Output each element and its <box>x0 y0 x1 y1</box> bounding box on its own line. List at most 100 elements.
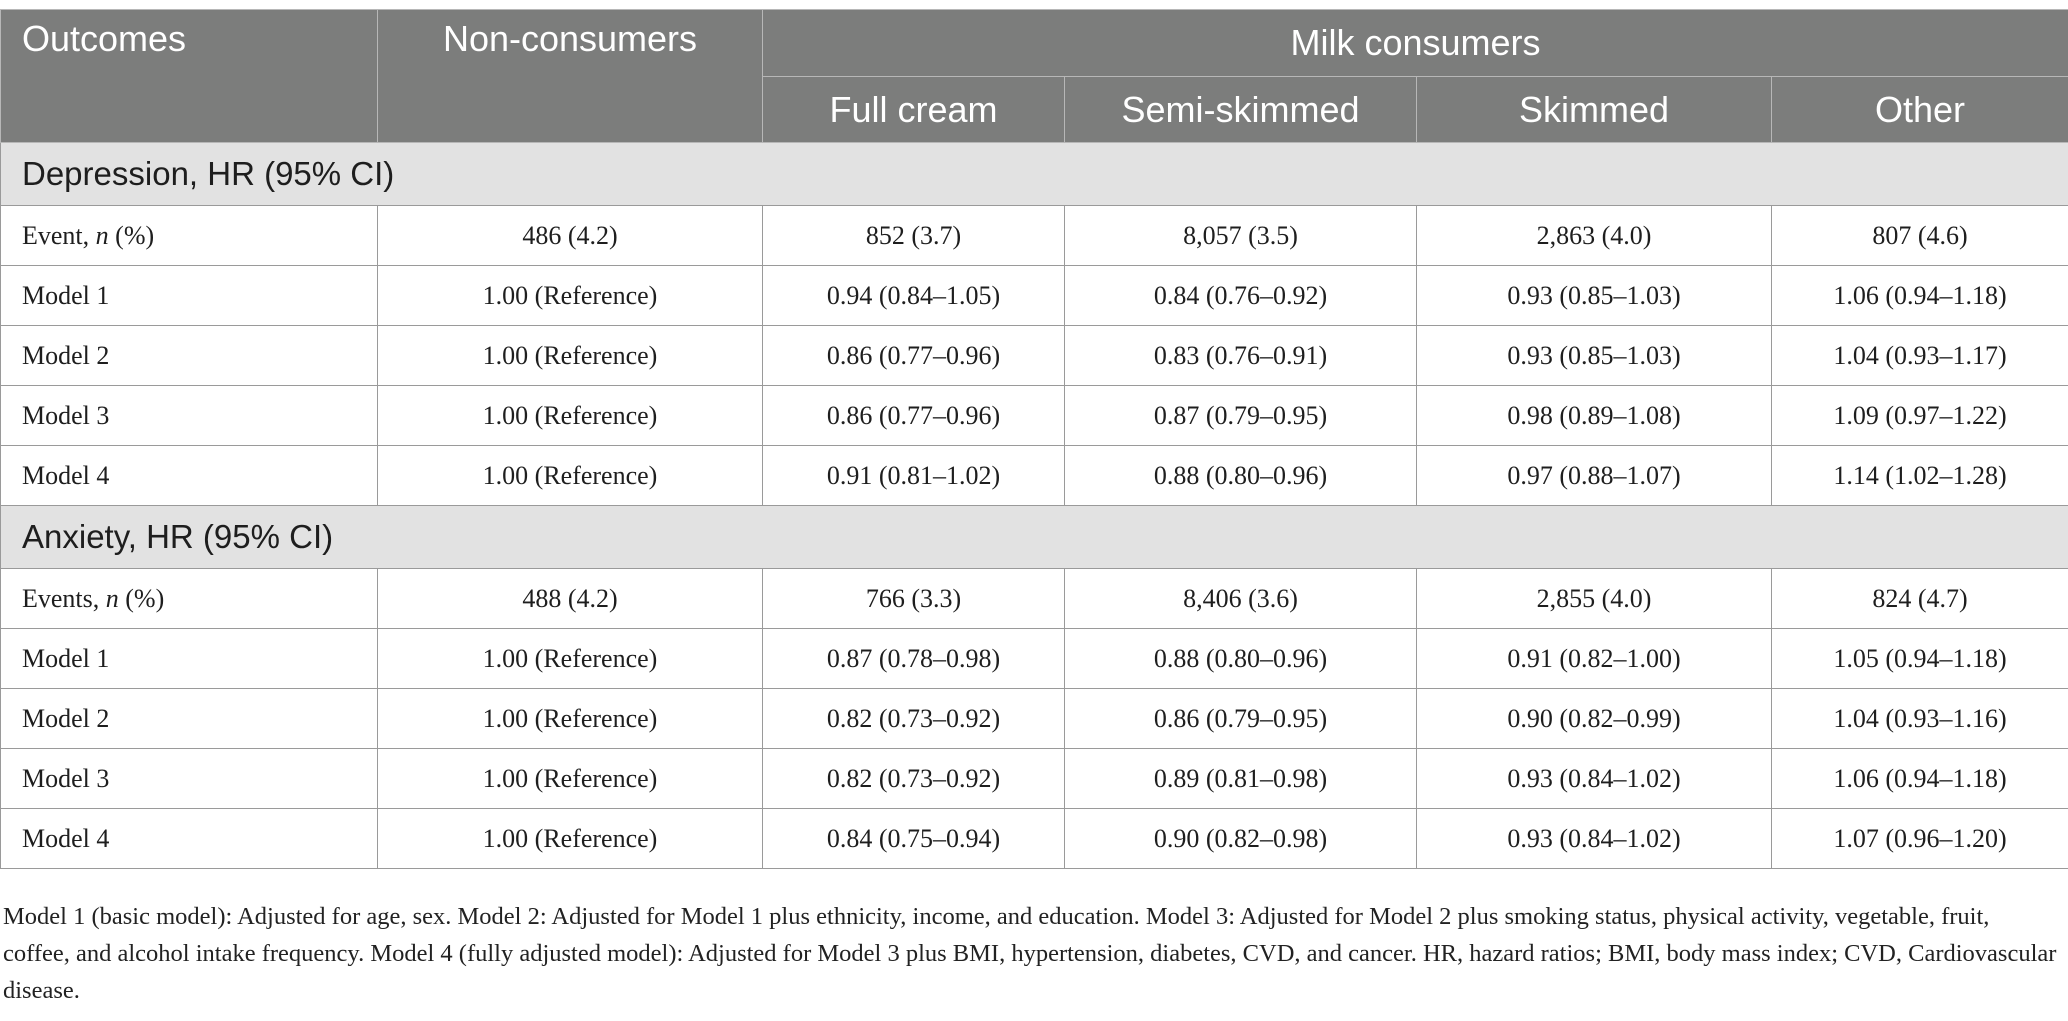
row-label: Model 2 <box>0 688 378 749</box>
table-cell: 0.83 (0.76–0.91) <box>1064 325 1417 386</box>
section-title: Anxiety, HR (95% CI) <box>0 505 2068 569</box>
row-label-text: Model 3 <box>22 400 110 430</box>
table-cell: 1.00 (Reference) <box>377 748 763 809</box>
table-row: Model 1 1.00 (Reference) 0.94 (0.84–1.05) 0… <box>0 265 2068 326</box>
table-cell: 488 (4.2) <box>377 568 763 629</box>
row-label-text: Event, <box>22 220 96 250</box>
header-outcomes: Outcomes <box>0 9 378 143</box>
row-label-text: Model 4 <box>22 460 110 490</box>
table-cell: 0.87 (0.78–0.98) <box>762 628 1065 689</box>
table-row: Event, n (%) 486 (4.2) 852 (3.7) 8,057 (3.5… <box>0 205 2068 266</box>
row-label-text: Model 2 <box>22 703 110 733</box>
row-label-text: Events, <box>22 583 106 613</box>
row-label: Model 3 <box>0 748 378 809</box>
header-skimmed: Skimmed <box>1416 76 1772 143</box>
table-cell: 0.98 (0.89–1.08) <box>1416 385 1772 446</box>
table-cell: 1.14 (1.02–1.28) <box>1771 445 2068 506</box>
table-cell: 0.82 (0.73–0.92) <box>762 748 1065 809</box>
table-cell: 0.91 (0.82–1.00) <box>1416 628 1772 689</box>
table-row: Events, n (%) 488 (4.2) 766 (3.3) 8,406 (3.… <box>0 568 2068 629</box>
header-non-consumers: Non-consumers <box>377 9 763 143</box>
table-cell: 852 (3.7) <box>762 205 1065 266</box>
row-label-italic-n: n <box>95 220 109 250</box>
table-cell: 766 (3.3) <box>762 568 1065 629</box>
table-cell: 1.00 (Reference) <box>377 265 763 326</box>
table-row: Model 4 1.00 (Reference) 0.91 (0.81–1.02) 0… <box>0 445 2068 506</box>
table-cell: 1.05 (0.94–1.18) <box>1771 628 2068 689</box>
row-label-suffix: (%) <box>108 220 155 250</box>
table-row: Model 4 1.00 (Reference) 0.84 (0.75–0.94) 0… <box>0 808 2068 869</box>
table-cell: 807 (4.6) <box>1771 205 2068 266</box>
table-row: Model 1 1.00 (Reference) 0.87 (0.78–0.98) 0… <box>0 628 2068 689</box>
table-cell: 0.91 (0.81–1.02) <box>762 445 1065 506</box>
table-cell: 0.94 (0.84–1.05) <box>762 265 1065 326</box>
table-cell: 0.84 (0.76–0.92) <box>1064 265 1417 326</box>
row-label-text: Model 3 <box>22 763 110 793</box>
table-cell: 1.04 (0.93–1.16) <box>1771 688 2068 749</box>
section-header-row: Depression, HR (95% CI) <box>0 142 2068 206</box>
table-row: Model 2 1.00 (Reference) 0.86 (0.77–0.96) 0… <box>0 325 2068 386</box>
row-label: Model 4 <box>0 808 378 869</box>
table-cell: 0.84 (0.75–0.94) <box>762 808 1065 869</box>
table-cell: 0.88 (0.80–0.96) <box>1064 445 1417 506</box>
section-title: Depression, HR (95% CI) <box>0 142 2068 206</box>
row-label-italic-n: n <box>105 583 119 613</box>
table-row: Model 2 1.00 (Reference) 0.82 (0.73–0.92) 0… <box>0 688 2068 749</box>
results-table: Outcomes Non-consumers Milk consumers Fu… <box>0 9 2068 869</box>
table-cell: 0.93 (0.84–1.02) <box>1416 808 1772 869</box>
header-semi-skimmed: Semi-skimmed <box>1064 76 1417 143</box>
table-cell: 0.97 (0.88–1.07) <box>1416 445 1772 506</box>
table-cell: 0.88 (0.80–0.96) <box>1064 628 1417 689</box>
table-cell: 1.00 (Reference) <box>377 628 763 689</box>
row-label: Model 1 <box>0 628 378 689</box>
header-full-cream: Full cream <box>762 76 1065 143</box>
table-cell: 0.93 (0.84–1.02) <box>1416 748 1772 809</box>
table-cell: 0.86 (0.79–0.95) <box>1064 688 1417 749</box>
table-cell: 1.00 (Reference) <box>377 325 763 386</box>
table-cell: 0.93 (0.85–1.03) <box>1416 325 1772 386</box>
table-cell: 8,057 (3.5) <box>1064 205 1417 266</box>
row-label: Model 2 <box>0 325 378 386</box>
table-cell: 0.90 (0.82–0.98) <box>1064 808 1417 869</box>
table-cell: 0.86 (0.77–0.96) <box>762 385 1065 446</box>
row-label: Model 4 <box>0 445 378 506</box>
table-cell: 1.00 (Reference) <box>377 808 763 869</box>
table-cell: 0.93 (0.85–1.03) <box>1416 265 1772 326</box>
row-label-text: Model 2 <box>22 340 110 370</box>
table-cell: 0.89 (0.81–0.98) <box>1064 748 1417 809</box>
row-label-suffix: (%) <box>118 583 165 613</box>
row-label-text: Model 4 <box>22 823 110 853</box>
row-label: Model 3 <box>0 385 378 446</box>
row-label-text: Model 1 <box>22 643 110 673</box>
header-milk-consumers: Milk consumers <box>762 9 2068 77</box>
table-body: Depression, HR (95% CI) Event, n (%) 486 (… <box>0 142 2068 869</box>
header-row-2: Full cream Semi-skimmed Skimmed Other <box>1 76 2068 143</box>
row-label: Events, n (%) <box>0 568 378 629</box>
table-cell: 8,406 (3.6) <box>1064 568 1417 629</box>
table-cell: 2,863 (4.0) <box>1416 205 1772 266</box>
table-row: Model 3 1.00 (Reference) 0.82 (0.73–0.92) 0… <box>0 748 2068 809</box>
table-cell: 486 (4.2) <box>377 205 763 266</box>
table-cell: 1.07 (0.96–1.20) <box>1771 808 2068 869</box>
table-cell: 1.09 (0.97–1.22) <box>1771 385 2068 446</box>
table-cell: 1.06 (0.94–1.18) <box>1771 265 2068 326</box>
table-cell: 1.00 (Reference) <box>377 688 763 749</box>
table-footnote: Model 1 (basic model): Adjusted for age,… <box>3 903 2057 1004</box>
table-cell: 1.04 (0.93–1.17) <box>1771 325 2068 386</box>
section-header-row: Anxiety, HR (95% CI) <box>0 505 2068 569</box>
table-row: Model 3 1.00 (Reference) 0.86 (0.77–0.96) 0… <box>0 385 2068 446</box>
table-cell: 0.90 (0.82–0.99) <box>1416 688 1772 749</box>
table-cell: 2,855 (4.0) <box>1416 568 1772 629</box>
table-cell: 0.87 (0.79–0.95) <box>1064 385 1417 446</box>
table-cell: 0.82 (0.73–0.92) <box>762 688 1065 749</box>
table-cell: 0.86 (0.77–0.96) <box>762 325 1065 386</box>
table-cell: 824 (4.7) <box>1771 568 2068 629</box>
row-label: Model 1 <box>0 265 378 326</box>
row-label: Event, n (%) <box>0 205 378 266</box>
table-cell: 1.00 (Reference) <box>377 385 763 446</box>
row-label-text: Model 1 <box>22 280 110 310</box>
header-other: Other <box>1771 76 2068 143</box>
table-cell: 1.06 (0.94–1.18) <box>1771 748 2068 809</box>
header-row-1: Outcomes Non-consumers Milk consumers <box>0 9 2068 143</box>
table-cell: 1.00 (Reference) <box>377 445 763 506</box>
